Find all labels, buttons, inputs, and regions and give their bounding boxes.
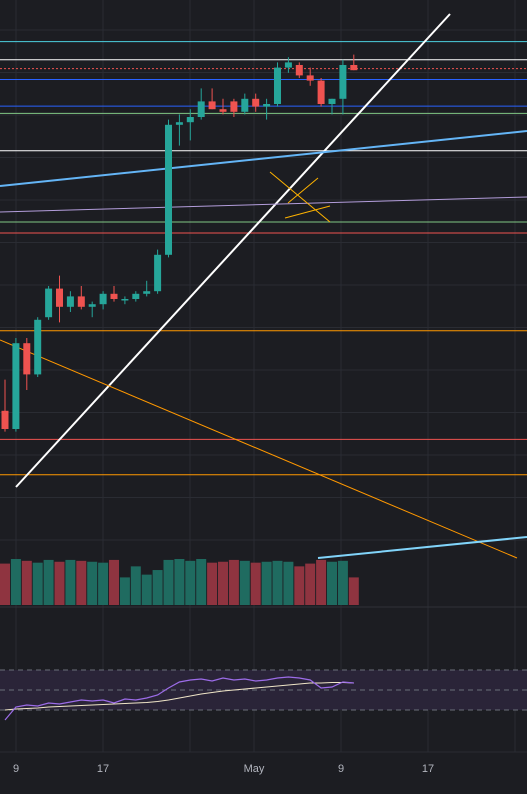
x-tick-label: May — [244, 763, 265, 775]
candle-body — [45, 288, 53, 318]
x-axis: 9 17 May 9 17 — [0, 751, 527, 775]
volume-bar — [10, 559, 21, 605]
candle-body — [34, 319, 42, 375]
volume-bar — [109, 559, 119, 605]
volume-bar — [54, 561, 65, 605]
candle-body — [241, 98, 249, 112]
volume-bar — [32, 562, 43, 605]
volume-bar — [0, 563, 10, 605]
volume-bar — [283, 561, 294, 605]
volume-bar — [294, 566, 305, 605]
candle-body — [66, 296, 74, 307]
candle-body — [252, 98, 260, 107]
volume-bar — [152, 570, 163, 605]
trendlines — [0, 13, 527, 559]
candle-body — [208, 101, 216, 110]
volume-bar — [141, 574, 152, 605]
candle-body — [165, 124, 172, 255]
volume-bar — [87, 561, 98, 605]
volume-bar — [239, 560, 250, 605]
volume-bar — [130, 566, 141, 605]
candle-body — [99, 293, 107, 305]
rsi-ma-line — [4, 682, 354, 711]
candle-body — [1, 410, 9, 429]
volume-bar — [261, 561, 272, 605]
x-tick-label: 9 — [338, 763, 344, 775]
candle-body — [350, 65, 358, 71]
rsi-panel — [0, 669, 527, 711]
volume-bar — [21, 560, 32, 605]
candle-body — [77, 296, 85, 307]
volume-bar — [98, 562, 109, 605]
volume-bar — [228, 559, 239, 605]
candle-body — [132, 293, 140, 299]
candle-body — [197, 101, 205, 117]
trendline-orange — [0, 339, 518, 559]
candle-body — [263, 104, 271, 107]
volume-bar — [119, 577, 130, 605]
candle-body — [23, 343, 31, 375]
pattern-line — [287, 177, 319, 204]
trendline-purple — [0, 196, 527, 213]
volume-bar — [348, 577, 359, 605]
candles — [1, 54, 358, 432]
volume-bar — [43, 559, 54, 605]
volume-bar — [272, 560, 283, 605]
candle-body — [295, 65, 303, 76]
trendline-volume — [317, 536, 527, 559]
candle-body — [56, 288, 63, 307]
candle-body — [274, 67, 281, 104]
candle-body — [154, 254, 162, 292]
candle-body — [230, 101, 238, 112]
volume-bar — [327, 561, 337, 605]
rsi-lines — [4, 676, 354, 721]
volume-bars — [0, 559, 359, 605]
rsi-line — [4, 676, 354, 721]
volume-bar — [250, 562, 261, 605]
volume-bar — [163, 559, 174, 605]
candle-body — [306, 75, 314, 81]
candle-body — [12, 343, 20, 429]
candle-body — [88, 304, 96, 307]
candle-body — [328, 98, 336, 104]
volume-bar — [196, 559, 207, 605]
candle-body — [284, 62, 292, 68]
candle-body — [121, 299, 129, 301]
volume-bar — [305, 563, 316, 605]
trendline-lightblue — [0, 130, 527, 187]
x-tick-label: 9 — [13, 763, 19, 775]
candle-body — [317, 80, 325, 104]
x-tick-label: 17 — [422, 763, 434, 775]
candle-body — [339, 65, 347, 99]
volume-bar — [174, 559, 185, 605]
x-tick-label: 17 — [97, 763, 109, 775]
volume-bar — [316, 559, 327, 605]
volume-bar — [76, 560, 87, 605]
candle-body — [175, 122, 183, 125]
candle-body — [186, 117, 194, 123]
volume-bar — [65, 559, 76, 605]
volume-bar — [337, 560, 348, 605]
candle-body — [110, 293, 118, 299]
candle-body — [219, 109, 227, 112]
trendline-white — [15, 13, 451, 488]
pattern-line — [284, 205, 331, 219]
volume-bar — [218, 561, 228, 605]
volume-bar — [207, 562, 218, 605]
volume-bar — [185, 560, 196, 605]
candle-body — [143, 291, 151, 294]
pattern-line — [269, 171, 331, 223]
